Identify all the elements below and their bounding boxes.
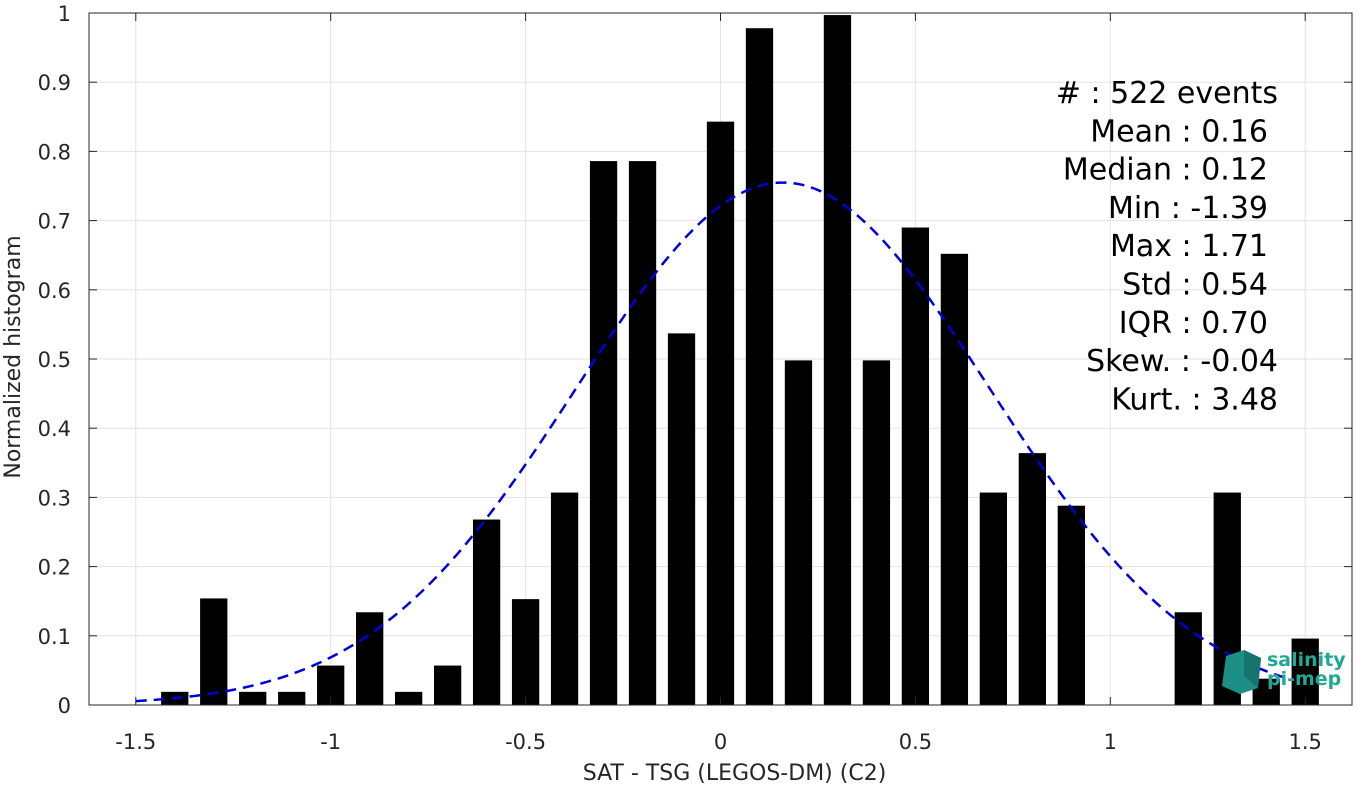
stat-line-6: IQR : 0.70	[1119, 306, 1268, 341]
stat-line-7: Skew. : -0.04	[1086, 344, 1278, 379]
histogram-bar-12	[628, 161, 657, 705]
histogram-bar-15	[745, 28, 774, 706]
stat-line-8: Kurt. : 3.48	[1111, 382, 1278, 417]
histogram-bar-7	[433, 665, 462, 705]
y-tick-label-2: 0.2	[38, 556, 71, 580]
y-tick-label-4: 0.4	[38, 417, 71, 441]
x-tick-label-5: 1	[1104, 730, 1117, 754]
y-axis-ticks: 0 0.1 0.2 0.3 0.4 0.5 0.6 0.7 0.8 0.9 1	[38, 2, 1352, 718]
histogram-bar-19	[901, 227, 930, 705]
y-tick-label-8: 0.8	[38, 140, 71, 164]
histogram-bar-20	[940, 253, 969, 706]
y-tick-label-10: 1	[58, 2, 71, 26]
histogram-bar-10	[550, 492, 579, 705]
y-tick-label-3: 0.3	[38, 486, 71, 510]
histogram-bar-18	[862, 360, 891, 705]
y-tick-label-0: 0	[58, 694, 71, 718]
histogram-bar-22	[1018, 453, 1046, 705]
x-tick-label-2: -0.5	[505, 730, 546, 754]
x-tick-label-1: -1	[320, 730, 341, 754]
histogram-bar-3	[278, 691, 306, 705]
stat-line-3: Min : -1.39	[1108, 191, 1268, 226]
histogram-bar-11	[589, 161, 618, 705]
histogram-bar-23	[1057, 505, 1085, 705]
histogram-bar-2	[239, 691, 267, 705]
stat-line-4: Max : 1.71	[1110, 229, 1268, 264]
x-tick-label-3: 0	[714, 730, 727, 754]
y-tick-label-9: 0.9	[38, 71, 71, 95]
histogram-bar-27	[1291, 638, 1319, 705]
histogram-bar-24	[1174, 612, 1202, 705]
x-tick-label-6: 1.5	[1289, 730, 1322, 754]
histogram-bar-8	[472, 519, 501, 705]
gaussian-fit-curve	[135, 181, 1287, 703]
histogram-bar-21	[979, 492, 1008, 705]
histogram-bar-17	[823, 15, 852, 706]
histogram-bar-1	[200, 598, 228, 705]
x-axis-label: SAT - TSG (LEGOS-DM) (C2)	[583, 761, 887, 785]
y-tick-label-5: 0.5	[38, 348, 71, 372]
y-tick-label-1: 0.1	[38, 625, 71, 649]
histogram-bar-14	[706, 121, 735, 706]
x-tick-label-4: 0.5	[899, 730, 932, 754]
stat-line-5: Std : 0.54	[1122, 268, 1268, 303]
stat-line-0: # : 522 events	[1056, 76, 1278, 111]
logo-line2: pi-mep	[1267, 668, 1341, 690]
y-axis-label: Normalized histogram	[1, 235, 26, 478]
histogram-bar-6	[395, 691, 423, 705]
histogram-bar-13	[667, 333, 696, 705]
histogram-bar-16	[784, 360, 813, 705]
logo-cube-shade-icon	[1244, 650, 1261, 688]
y-tick-label-6: 0.6	[38, 279, 71, 303]
histogram-bar-9	[511, 599, 540, 705]
y-tick-label-7: 0.7	[38, 210, 71, 234]
bars	[161, 15, 1319, 706]
stat-line-1: Mean : 0.16	[1090, 114, 1268, 149]
salinity-pimep-logo: salinity pi-mep	[1222, 649, 1346, 694]
logo-line1: salinity	[1267, 649, 1346, 671]
x-axis-ticks: -1.5 -1 -0.5 0 0.5 1 1.5	[115, 13, 1322, 754]
x-tick-label-0: -1.5	[115, 730, 156, 754]
stat-line-2: Median : 0.12	[1063, 153, 1268, 188]
